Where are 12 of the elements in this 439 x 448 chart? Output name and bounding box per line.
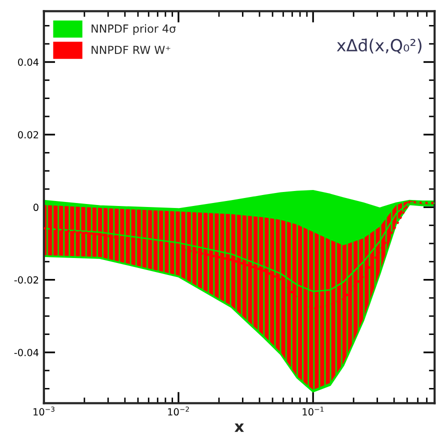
x-axis-title: x xyxy=(234,424,244,432)
y-tick-label: -0.02 xyxy=(14,276,38,284)
y-tick-label: 0.02 xyxy=(18,131,38,138)
x-tick-label: 10$^{−2}$ xyxy=(168,406,189,416)
x-tick-label: 10$^{−3}$ xyxy=(34,406,54,416)
y-tick-label: -0.04 xyxy=(14,348,38,356)
text: xΔd̄(x,Q₀²) xyxy=(336,38,422,54)
y-tick-label: 0 xyxy=(33,204,38,212)
legend-label: NNPDF RW W⁺ xyxy=(92,46,170,54)
y-tick-label: 0.04 xyxy=(18,58,38,66)
x-tick-label: 10$^{−1}$ xyxy=(302,406,324,416)
legend-label: NNPDF prior 4σ xyxy=(92,24,176,35)
